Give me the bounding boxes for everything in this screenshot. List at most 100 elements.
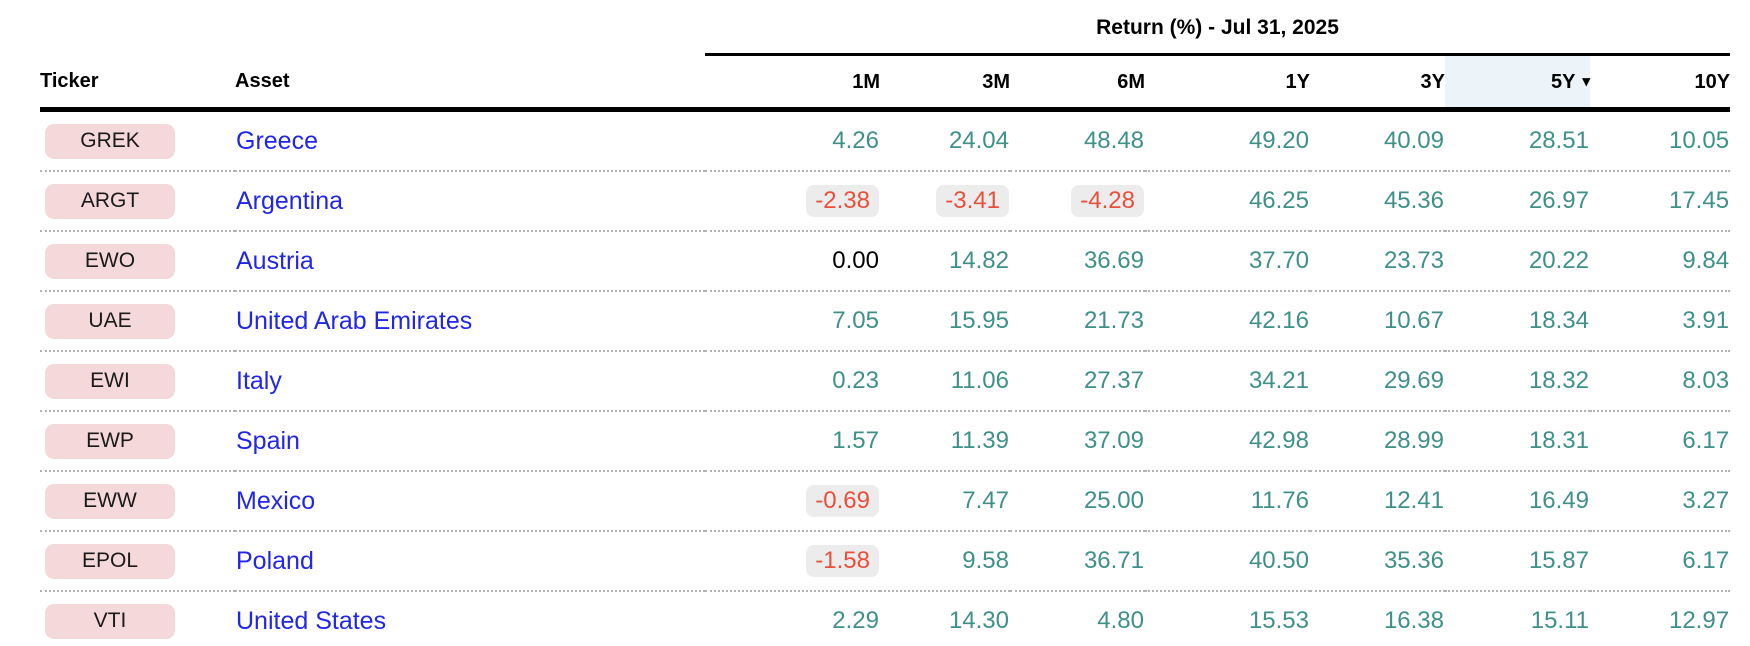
- return-value: 35.36: [1383, 547, 1444, 574]
- table-row: EPOL Poland -1.58 9.58 36.71 40.50 35.36 15.8…: [40, 531, 1731, 592]
- ticker-cell: ARGT: [40, 171, 235, 232]
- return-cell: 14.82: [880, 231, 1010, 292]
- sort-descending-icon: ▾: [1582, 73, 1590, 90]
- return-cell: 37.70: [1145, 231, 1310, 292]
- return-cell: 28.51: [1445, 109, 1590, 172]
- return-value: 16.38: [1383, 607, 1444, 634]
- return-cell: 1.57: [705, 411, 880, 472]
- column-header-3m[interactable]: 3M: [880, 54, 1010, 112]
- ticker-badge[interactable]: EWI: [45, 363, 175, 399]
- column-header-1y[interactable]: 1Y: [1145, 54, 1310, 112]
- return-cell: 18.32: [1445, 351, 1590, 412]
- column-header-ticker[interactable]: Ticker: [40, 54, 235, 112]
- ticker-cell: GREK: [40, 109, 235, 172]
- return-value: 21.73: [1083, 307, 1144, 334]
- asset-link[interactable]: Austria: [236, 246, 314, 275]
- ticker-badge[interactable]: UAE: [45, 303, 175, 339]
- return-cell: 15.11: [1445, 591, 1590, 646]
- return-value: 46.25: [1248, 187, 1309, 214]
- column-header-6m[interactable]: 6M: [1010, 54, 1145, 112]
- return-cell: 26.97: [1445, 171, 1590, 232]
- ticker-badge[interactable]: ARGT: [45, 183, 175, 219]
- return-value: 7.47: [962, 487, 1009, 514]
- return-cell: 37.09: [1010, 411, 1145, 472]
- ticker-badge[interactable]: EPOL: [45, 543, 175, 579]
- return-cell: 34.21: [1145, 351, 1310, 412]
- column-header-10y[interactable]: 10Y: [1590, 54, 1731, 112]
- return-cell: 0.23: [705, 351, 880, 412]
- asset-link[interactable]: Italy: [236, 366, 282, 395]
- column-header-1m[interactable]: 1M: [705, 54, 880, 112]
- return-cell: 8.03: [1590, 351, 1731, 412]
- return-cell: 3.27: [1590, 471, 1731, 532]
- table-row: EWO Austria 0.00 14.82 36.69 37.70 23.73 20.2…: [40, 231, 1731, 292]
- asset-link[interactable]: Argentina: [236, 186, 344, 215]
- return-value: 28.99: [1383, 427, 1444, 454]
- column-header-asset[interactable]: Asset: [235, 54, 705, 112]
- return-value: 15.11: [1530, 607, 1589, 634]
- ticker-badge[interactable]: EWO: [45, 243, 175, 279]
- column-header-5y[interactable]: 5Y ▾: [1445, 54, 1590, 112]
- return-value: 17.45: [1668, 187, 1730, 214]
- return-cell: 21.73: [1010, 291, 1145, 352]
- asset-link[interactable]: United States: [236, 606, 387, 635]
- return-cell: 29.69: [1310, 351, 1445, 412]
- return-value: 14.82: [948, 247, 1009, 274]
- return-value: 4.26: [832, 127, 879, 154]
- return-value: 11.76: [1250, 487, 1309, 514]
- return-value: 18.31: [1528, 427, 1589, 454]
- return-value: -4.28: [1071, 185, 1144, 217]
- return-value: -2.38: [806, 185, 879, 217]
- return-value: 28.51: [1528, 127, 1589, 154]
- ticker-cell: EWO: [40, 231, 235, 292]
- return-value: 18.34: [1528, 307, 1589, 334]
- return-cell: 15.87: [1445, 531, 1590, 592]
- return-value: 12.41: [1383, 487, 1444, 514]
- return-cell: 3.91: [1590, 291, 1731, 352]
- return-cell: 24.04: [880, 109, 1010, 172]
- ticker-badge[interactable]: GREK: [45, 123, 175, 159]
- return-value: 0.00: [832, 247, 879, 274]
- return-value: 9.84: [1682, 247, 1730, 274]
- return-value: 16.49: [1528, 487, 1589, 514]
- table-row: EWP Spain 1.57 11.39 37.09 42.98 28.99 18.31 6…: [40, 411, 1731, 472]
- ticker-badge[interactable]: EWW: [45, 483, 175, 519]
- return-value: 12.97: [1668, 607, 1730, 634]
- asset-cell: Italy: [235, 351, 705, 412]
- return-cell: 0.00: [705, 231, 880, 292]
- asset-link[interactable]: Spain: [236, 426, 300, 455]
- return-cell: 46.25: [1145, 171, 1310, 232]
- asset-link[interactable]: Poland: [236, 546, 314, 575]
- return-value: 3.27: [1682, 487, 1730, 514]
- return-value: 10.05: [1668, 127, 1730, 154]
- return-cell: 12.97: [1590, 591, 1731, 646]
- return-cell: 9.58: [880, 531, 1010, 592]
- asset-link[interactable]: Mexico: [236, 486, 316, 515]
- return-value: 48.48: [1083, 127, 1144, 154]
- group-header-spacer: [40, 6, 705, 55]
- return-cell: 7.05: [705, 291, 880, 352]
- return-value: 37.70: [1248, 247, 1309, 274]
- asset-link[interactable]: United Arab Emirates: [236, 306, 473, 335]
- return-cell: 42.16: [1145, 291, 1310, 352]
- return-cell: 11.76: [1145, 471, 1310, 532]
- table-row: ARGT Argentina -2.38 -3.41 -4.28 46.25 45.36…: [40, 171, 1731, 232]
- ticker-badge[interactable]: EWP: [45, 423, 175, 459]
- asset-link[interactable]: Greece: [236, 126, 318, 155]
- return-value: 27.37: [1083, 367, 1144, 394]
- return-cell: 4.26: [705, 109, 880, 172]
- return-value: 6.17: [1682, 547, 1730, 574]
- table-body: GREK Greece 4.26 24.04 48.48 49.20 40.09 28.5…: [40, 109, 1731, 646]
- return-value: 42.16: [1248, 307, 1309, 334]
- return-value: 2.29: [832, 607, 879, 634]
- return-value: 8.03: [1682, 367, 1730, 394]
- return-cell: 4.80: [1010, 591, 1145, 646]
- return-cell: 23.73: [1310, 231, 1445, 292]
- ticker-badge[interactable]: VTI: [45, 603, 175, 639]
- column-header-3y[interactable]: 3Y: [1310, 54, 1445, 112]
- return-value: 49.20: [1248, 127, 1309, 154]
- asset-cell: Poland: [235, 531, 705, 592]
- return-value: 11.06: [950, 367, 1009, 394]
- return-cell: -2.38: [705, 171, 880, 232]
